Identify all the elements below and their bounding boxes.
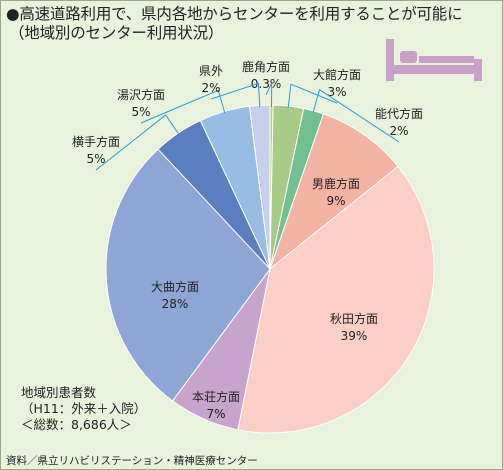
patient-count-note: 地域別患者数 （H11：外来＋入院） ＜総数：8,686人＞ bbox=[21, 385, 146, 433]
pie-slice bbox=[237, 165, 435, 434]
leader-line bbox=[210, 82, 261, 108]
slice-label: 県外 bbox=[199, 64, 223, 78]
slice-value-label: 5% bbox=[86, 152, 105, 166]
bed-icon bbox=[386, 39, 482, 81]
slice-label: 秋田方面 bbox=[330, 311, 378, 326]
slice-label: 大曲方面 bbox=[151, 279, 199, 294]
slice-value-label: 39% bbox=[341, 329, 368, 343]
slice-label: 本荘方面 bbox=[192, 389, 240, 404]
slice-label: 湯沢方面 bbox=[117, 87, 165, 102]
leader-line bbox=[312, 88, 400, 143]
slice-label: 男鹿方面 bbox=[312, 176, 360, 191]
pie-slice bbox=[105, 148, 271, 402]
leader-line bbox=[265, 82, 273, 108]
slice-value-label: 9% bbox=[326, 194, 345, 208]
slice-label: 鹿角方面 bbox=[242, 59, 290, 74]
slice-value-label: 5% bbox=[131, 105, 150, 119]
slice-value-label: 7% bbox=[206, 407, 225, 421]
leader-line bbox=[140, 89, 226, 124]
slice-label: 大館方面 bbox=[313, 67, 361, 82]
leader-line bbox=[95, 114, 180, 171]
slice-value-label: 3% bbox=[327, 85, 346, 99]
note-line-1: 地域別患者数 bbox=[21, 385, 97, 400]
source-note: 資料／県立リハビリステーション・精神医療センター bbox=[6, 455, 258, 467]
leader-line bbox=[287, 83, 338, 109]
pie-slice bbox=[268, 113, 399, 271]
slice-value-label: 28% bbox=[162, 297, 189, 311]
pie-chart: 鹿角方面0.3%大館方面3%能代方面2%男鹿方面9%秋田方面39%本荘方面7%大… bbox=[72, 59, 435, 434]
chart-title: ●高速道路利用で、県内各地からセンターを利用することが可能に bbox=[6, 5, 463, 23]
note-line-2: （H11：外来＋入院） bbox=[21, 401, 147, 416]
slice-label: 横手方面 bbox=[72, 134, 120, 149]
slice-label: 能代方面 bbox=[375, 106, 423, 121]
note-line-3: ＜総数：8,686人＞ bbox=[21, 417, 132, 432]
chart-subtitle: （地域別のセンター利用状況） bbox=[9, 24, 224, 42]
slice-value-label: 2% bbox=[389, 124, 408, 138]
slice-value-label: 2% bbox=[201, 81, 220, 95]
